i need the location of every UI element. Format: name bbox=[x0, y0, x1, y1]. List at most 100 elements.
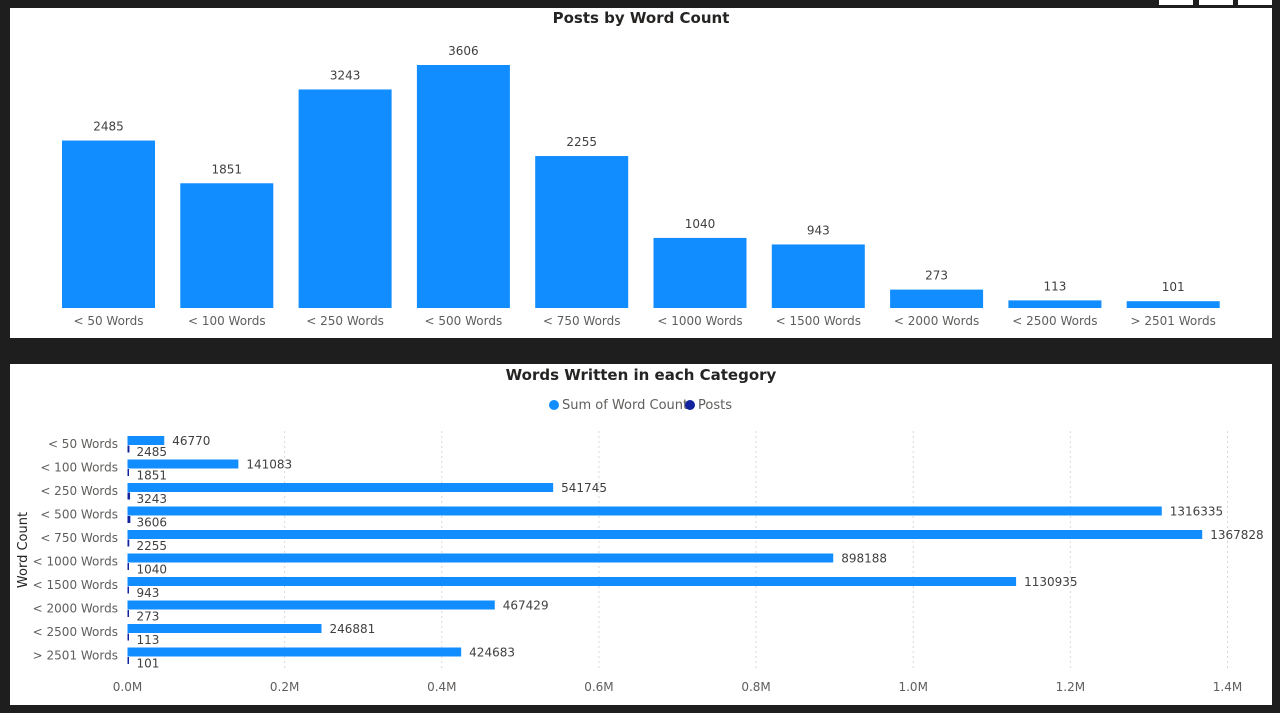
bar[interactable] bbox=[62, 140, 155, 308]
y-tick-label: > 2501 Words bbox=[33, 649, 118, 663]
bar-posts[interactable] bbox=[127, 633, 130, 641]
data-label-posts: 2485 bbox=[137, 445, 168, 459]
data-label: 943 bbox=[807, 223, 830, 237]
posts-by-word-count-visual[interactable]: Posts by Word Count 2485 < 50 Words 1851 < … bbox=[10, 8, 1272, 338]
bar-posts[interactable] bbox=[127, 586, 130, 594]
data-label: 2485 bbox=[93, 120, 124, 134]
bar-word-count[interactable] bbox=[127, 459, 239, 469]
y-tick-label: < 250 Words bbox=[40, 484, 118, 498]
data-label: 273 bbox=[925, 269, 948, 283]
data-label-word-count: 467429 bbox=[503, 599, 549, 613]
data-label: 1040 bbox=[685, 217, 716, 231]
y-tick-label: < 1000 Words bbox=[33, 555, 118, 569]
x-tick-label: > 2501 Words bbox=[1131, 314, 1216, 328]
bar-word-count[interactable] bbox=[127, 436, 165, 445]
y-tick-label: < 750 Words bbox=[40, 531, 118, 545]
data-label: 3243 bbox=[330, 68, 361, 82]
bar-posts[interactable] bbox=[127, 492, 131, 500]
bar[interactable] bbox=[890, 289, 984, 308]
y-axis-title: Word Count bbox=[16, 512, 31, 588]
gridlines bbox=[284, 431, 1228, 669]
bar-posts[interactable] bbox=[127, 469, 130, 476]
data-label: 1851 bbox=[212, 162, 243, 176]
data-label: 2255 bbox=[566, 135, 597, 149]
bar[interactable] bbox=[771, 244, 865, 308]
data-label-word-count: 424683 bbox=[469, 646, 515, 660]
legend-label-posts[interactable]: Posts bbox=[698, 398, 732, 413]
x-tick-label: 0.4M bbox=[427, 680, 456, 694]
data-label-posts: 113 bbox=[137, 633, 160, 647]
x-tick-label: < 50 Words bbox=[73, 314, 143, 328]
data-label-word-count: 141083 bbox=[246, 458, 292, 472]
legend[interactable]: Sum of Word Count Posts bbox=[549, 398, 732, 413]
bar-posts[interactable] bbox=[127, 445, 130, 453]
x-tick-label: 1.2M bbox=[1056, 680, 1085, 694]
window-control-3[interactable] bbox=[1238, 0, 1272, 5]
bar-word-count[interactable] bbox=[127, 600, 495, 610]
data-label-posts: 273 bbox=[137, 610, 160, 624]
data-label-posts: 101 bbox=[137, 657, 160, 671]
bar[interactable] bbox=[180, 183, 274, 308]
y-tick-label: < 100 Words bbox=[40, 461, 118, 475]
x-tick-label: 1.0M bbox=[898, 680, 927, 694]
bar-posts[interactable] bbox=[127, 610, 130, 617]
data-label: 101 bbox=[1162, 280, 1185, 294]
bar-word-count[interactable] bbox=[127, 577, 1017, 586]
data-label: 3606 bbox=[448, 44, 479, 58]
data-label-posts: 1040 bbox=[137, 563, 168, 577]
x-tick-label: < 2500 Words bbox=[1012, 314, 1097, 328]
x-tick-label: < 750 Words bbox=[543, 314, 621, 328]
data-label-posts: 3243 bbox=[137, 492, 168, 506]
bar[interactable] bbox=[416, 65, 510, 308]
data-label-posts: 1851 bbox=[137, 469, 168, 483]
x-tick-label: < 1000 Words bbox=[657, 314, 742, 328]
bar-word-count[interactable] bbox=[127, 624, 322, 633]
x-tick-label: < 2000 Words bbox=[894, 314, 979, 328]
bar[interactable] bbox=[653, 237, 747, 308]
legend-marker-posts bbox=[685, 400, 695, 410]
chart-title: Words Written in each Category bbox=[506, 366, 777, 384]
bar[interactable] bbox=[1126, 301, 1220, 308]
data-label-posts: 2255 bbox=[137, 539, 168, 553]
x-tick-label: 0.0M bbox=[113, 680, 142, 694]
bar-posts[interactable] bbox=[127, 539, 130, 547]
x-tick-label: < 250 Words bbox=[306, 314, 384, 328]
bar-word-count[interactable] bbox=[127, 553, 834, 563]
data-label-posts: 3606 bbox=[137, 516, 168, 530]
x-tick-label: < 1500 Words bbox=[776, 314, 861, 328]
bar-word-count[interactable] bbox=[127, 530, 1203, 539]
x-tick-label: 0.8M bbox=[741, 680, 770, 694]
window-control-2[interactable] bbox=[1199, 0, 1233, 5]
data-label-word-count: 541745 bbox=[561, 481, 607, 495]
data-label-word-count: 1130935 bbox=[1024, 575, 1077, 589]
bar[interactable] bbox=[1008, 300, 1102, 308]
bar-posts[interactable] bbox=[127, 516, 131, 523]
bar-word-count[interactable] bbox=[127, 647, 462, 657]
data-label: 113 bbox=[1043, 279, 1066, 293]
bar-word-count[interactable] bbox=[127, 483, 554, 492]
y-tick-label: < 500 Words bbox=[40, 508, 118, 522]
x-tick-label: < 100 Words bbox=[188, 314, 266, 328]
y-tick-label: < 50 Words bbox=[48, 437, 118, 451]
words-written-chart: Words Written in each Category Sum of Wo… bbox=[16, 366, 1264, 694]
y-tick-label: < 2500 Words bbox=[33, 625, 118, 639]
legend-label-word-count[interactable]: Sum of Word Count bbox=[562, 398, 688, 413]
data-label-word-count: 246881 bbox=[329, 622, 375, 636]
words-written-visual[interactable]: Words Written in each Category Sum of Wo… bbox=[10, 364, 1272, 705]
x-tick-label: 1.4M bbox=[1213, 680, 1242, 694]
x-tick-label: < 500 Words bbox=[425, 314, 503, 328]
data-label-word-count: 1316335 bbox=[1170, 505, 1223, 519]
data-label-word-count: 898188 bbox=[841, 552, 887, 566]
y-tick-label: < 1500 Words bbox=[33, 578, 118, 592]
y-tick-label: < 2000 Words bbox=[33, 602, 118, 616]
posts-by-word-count-chart: Posts by Word Count 2485 < 50 Words 1851 < … bbox=[62, 9, 1220, 328]
window-control-1[interactable] bbox=[1159, 0, 1193, 5]
bar[interactable] bbox=[535, 156, 629, 308]
bar-posts[interactable] bbox=[127, 563, 130, 570]
x-tick-label: 0.6M bbox=[584, 680, 613, 694]
bar[interactable] bbox=[298, 89, 392, 308]
data-label-word-count: 46770 bbox=[172, 434, 210, 448]
bar-posts[interactable] bbox=[127, 657, 130, 664]
legend-marker-word-count bbox=[549, 400, 559, 410]
bar-word-count[interactable] bbox=[127, 506, 1162, 516]
